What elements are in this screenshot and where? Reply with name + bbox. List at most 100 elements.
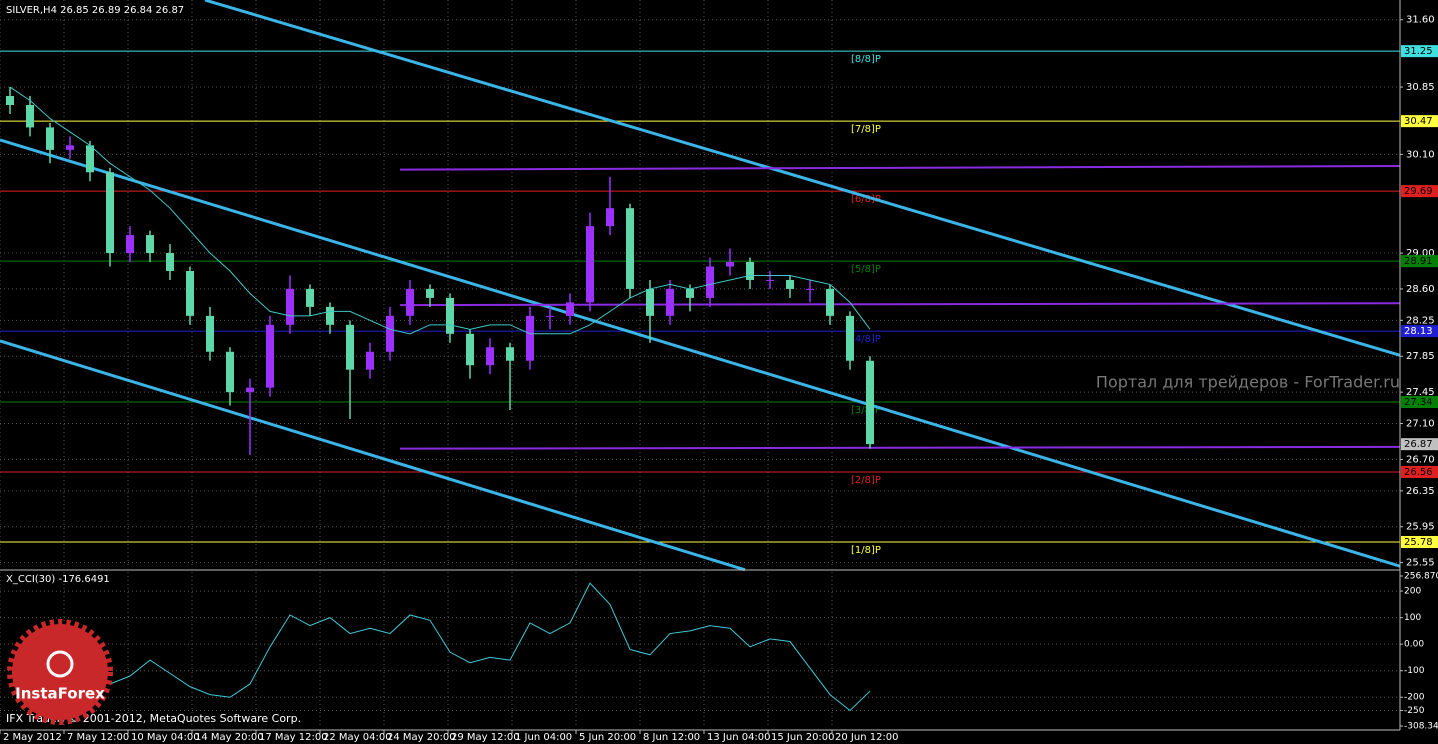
- logo-text: InstaForex: [15, 685, 105, 703]
- watermark: Портал для трейдеров - ForTrader.ru: [1096, 373, 1400, 392]
- x-tick-label: 15 Jun 20:00: [771, 732, 835, 743]
- x-tick-label: 5 Jun 20:00: [579, 732, 636, 743]
- candle-body: [466, 333, 474, 366]
- indicator-line: [109, 582, 871, 712]
- candle-body: [866, 360, 874, 445]
- last-price-box: [1401, 438, 1438, 451]
- last-price-label: 26.87: [1404, 439, 1433, 450]
- y-tick-label: -100: [1404, 666, 1425, 676]
- y-tick-label: -250: [1404, 706, 1425, 716]
- price-box-label: 28.13: [1404, 326, 1433, 337]
- indicator-title: X_CCI(30) -176.6491: [6, 574, 110, 585]
- candle-body: [566, 302, 574, 316]
- price-box: [1401, 185, 1438, 198]
- price-box: [1401, 255, 1438, 268]
- y-tick-label: 27.10: [1406, 419, 1435, 430]
- price-box: [1401, 535, 1438, 548]
- candle-body: [606, 208, 614, 227]
- price-box-label: 28.91: [1404, 256, 1433, 267]
- murrey-label: [4/8]P: [851, 334, 881, 345]
- price-box: [1401, 325, 1438, 338]
- price-box-label: 31.25: [1404, 46, 1433, 57]
- candle-body: [106, 172, 114, 254]
- y-tick-label: -308.349: [1404, 722, 1438, 732]
- y-tick-label: 30.10: [1406, 149, 1435, 160]
- x-tick-label: 14 May 20:00: [195, 732, 264, 743]
- candle-body: [206, 315, 214, 352]
- price-box-label: 25.78: [1404, 537, 1433, 548]
- x-tick-label: 29 May 12:00: [451, 732, 520, 743]
- candle-body: [666, 288, 674, 316]
- y-tick-label: 100: [1404, 613, 1421, 623]
- murrey-label: [7/8]P: [851, 124, 881, 135]
- candle-body: [686, 288, 694, 298]
- price-box: [1401, 45, 1438, 58]
- y-tick-label: -200: [1404, 693, 1425, 703]
- candle-body: [426, 288, 434, 298]
- candle-body: [486, 347, 494, 366]
- candle-body: [326, 306, 334, 325]
- candle-body: [246, 387, 254, 393]
- candle-body: [726, 262, 734, 267]
- murrey-label: [6/8]P: [851, 194, 881, 205]
- x-tick-label: 17 May 12:00: [259, 732, 328, 743]
- x-tick-label: 22 May 04:00: [323, 732, 392, 743]
- candle-body: [386, 315, 394, 352]
- murrey-label: [5/8]P: [851, 264, 881, 275]
- candle-body: [626, 208, 634, 289]
- candle-body: [786, 279, 794, 289]
- candle-body: [546, 315, 554, 317]
- candle-body: [226, 351, 234, 393]
- price-box: [1401, 465, 1438, 478]
- x-tick-label: 10 May 04:00: [131, 732, 200, 743]
- candle-body: [306, 288, 314, 307]
- candle-body: [746, 262, 754, 280]
- candle-body: [266, 324, 274, 388]
- chart-title: SILVER,H4 26.85 26.89 26.84 26.87: [6, 5, 184, 16]
- price-box-label: 29.69: [1404, 186, 1433, 197]
- trend-line: [399, 445, 1401, 450]
- y-tick-label: 25.55: [1406, 558, 1435, 569]
- moving-average: [9, 86, 871, 335]
- y-tick-label: 30.85: [1406, 82, 1435, 93]
- x-tick-label: 8 Jun 12:00: [643, 732, 700, 743]
- trend-line: [0, 339, 746, 572]
- logo: InstaForex: [7, 619, 113, 725]
- price-box: [1401, 115, 1438, 128]
- trend-line: [0, 138, 1401, 568]
- candle-body: [166, 253, 174, 271]
- candle-body: [126, 235, 134, 254]
- trend-line: [399, 165, 1401, 171]
- murrey-label: [8/8]P: [851, 54, 881, 65]
- candle-body: [46, 127, 54, 150]
- y-tick-label: 200: [1404, 587, 1421, 597]
- logo-icon: [46, 650, 74, 678]
- x-tick-label: 1 Jun 04:00: [515, 732, 572, 743]
- candle-body: [286, 288, 294, 325]
- y-tick-label: 256.870: [1404, 572, 1438, 582]
- y-tick-label: 0.00: [1404, 640, 1424, 650]
- y-tick-label: 25.95: [1406, 522, 1435, 533]
- candle-body: [366, 351, 374, 370]
- x-tick-label: 7 May 12:00: [67, 732, 129, 743]
- price-box: [1401, 395, 1438, 408]
- candle-body: [526, 315, 534, 361]
- candle-body: [646, 288, 654, 316]
- candle-body: [346, 324, 354, 370]
- candle-body: [446, 297, 454, 334]
- candle-body: [506, 347, 514, 361]
- price-box-label: 30.47: [1404, 116, 1433, 127]
- candle-body: [766, 279, 774, 281]
- candle-body: [6, 96, 14, 105]
- y-tick-label: 26.70: [1406, 454, 1435, 465]
- price-box-label: 27.34: [1404, 397, 1433, 408]
- price-box-label: 26.56: [1404, 467, 1433, 478]
- x-tick-label: 2 May 2012: [3, 732, 62, 743]
- candle-body: [806, 288, 814, 290]
- candle-body: [186, 270, 194, 316]
- candle-body: [846, 315, 854, 361]
- y-tick-label: 28.60: [1406, 284, 1435, 295]
- candle-body: [66, 145, 74, 150]
